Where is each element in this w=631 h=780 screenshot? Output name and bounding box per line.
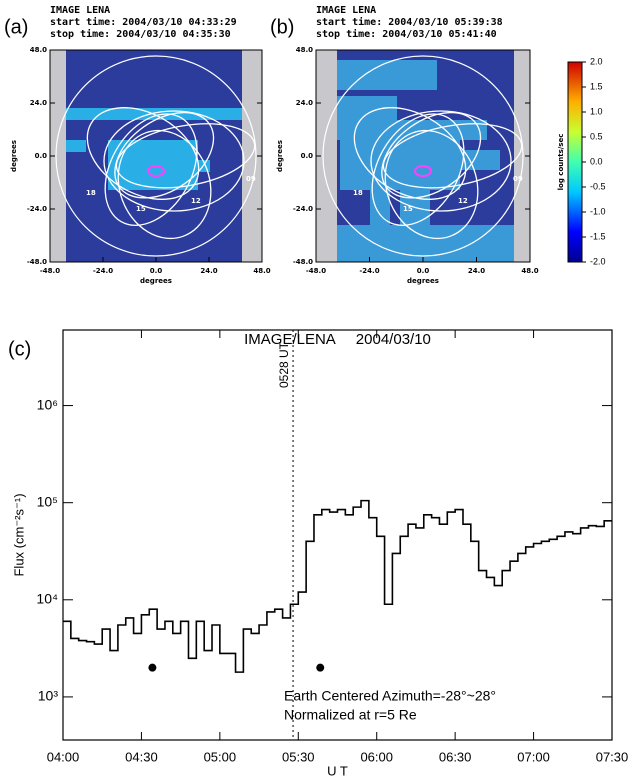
image-subtitle: stop time: 2004/03/10 04:35:30 — [50, 28, 231, 40]
y-tick-label: 24.0 — [30, 99, 47, 107]
orbits — [86, 107, 256, 240]
image-title: IMAGE LENA — [50, 5, 110, 16]
x-tick-label: 48.0 — [521, 267, 538, 275]
y-tick-label: 10³ — [38, 688, 59, 704]
x-tick-label: 04:00 — [47, 749, 80, 764]
flux-block — [120, 178, 190, 186]
annotation: Earth Centered Azimuth=-28°~28° — [284, 688, 496, 704]
x-tick-label: 06:00 — [360, 749, 393, 764]
y-axis-label: degrees — [276, 140, 284, 172]
field-line — [115, 123, 256, 189]
colorbar — [567, 61, 583, 263]
y-tick-label: 10⁶ — [37, 396, 58, 412]
y-tick-label: -48.0 — [293, 258, 313, 266]
orbit-label: 12 — [191, 197, 201, 205]
y-tick-label: 10⁵ — [37, 493, 58, 509]
colorbar-tick-label: 0.5 — [590, 131, 603, 141]
orbit-label: 15 — [136, 205, 146, 213]
x-tick-label: -24.0 — [93, 267, 113, 275]
orbit-label: 15 — [403, 205, 413, 213]
y-tick-label: 0.0 — [301, 152, 314, 160]
x-tick-label: 24.0 — [468, 267, 485, 275]
x-tick-label: 0.0 — [417, 267, 430, 275]
orbit-label: 18 — [86, 189, 96, 197]
x-tick-label: 07:00 — [517, 749, 550, 764]
orbit-label: 09 — [246, 175, 256, 183]
x-tick-label: -48.0 — [306, 267, 326, 275]
x-tick-label: 07:30 — [596, 749, 629, 764]
y-tick-label: -24.0 — [293, 205, 313, 213]
image-subtitle: start time: 2004/03/10 05:39:38 — [316, 16, 503, 28]
y-axis-label: degrees — [10, 140, 18, 172]
earth — [147, 165, 165, 177]
field-line — [103, 110, 245, 212]
y-tick-label: 0.0 — [35, 152, 48, 160]
plot-frame — [62, 329, 613, 741]
x-tick-label: 24.0 — [200, 267, 217, 275]
x-tick-label: -24.0 — [359, 267, 379, 275]
colorbar-tick-label: -1.0 — [590, 206, 606, 216]
x-tick-label: 0.0 — [150, 267, 163, 275]
panel-label: (c) — [8, 338, 31, 360]
colorbar-tick-label: -0.5 — [590, 181, 606, 191]
field-line — [371, 113, 465, 226]
field-line — [384, 129, 479, 240]
earth — [414, 165, 432, 177]
event-label: 0528 UT — [277, 341, 291, 388]
field-line — [353, 107, 467, 200]
image-title: IMAGE LENA — [316, 5, 376, 16]
x-tick-label: 05:00 — [204, 749, 237, 764]
field-line — [86, 107, 200, 200]
field-line — [117, 129, 212, 240]
panel-label: (b) — [270, 16, 294, 38]
flux-block — [66, 140, 86, 152]
x-tick-label: 06:30 — [439, 749, 472, 764]
image-subtitle: start time: 2004/03/10 04:33:29 — [50, 16, 237, 28]
orbits — [353, 107, 523, 240]
x-tick-label: 48.0 — [253, 267, 270, 275]
fov-mask — [316, 50, 337, 262]
y-tick-label: 24.0 — [296, 99, 313, 107]
annotation: Normalized at r=5 Re — [284, 707, 417, 723]
x-tick-label: 05:30 — [282, 749, 315, 764]
orbit-label: 12 — [458, 197, 468, 205]
earth-limb — [322, 55, 524, 257]
colorbar-label: log counts/sec — [557, 134, 565, 191]
orbit-label: 18 — [353, 189, 363, 197]
y-tick-label: 48.0 — [296, 46, 313, 54]
y-tick-label: -48.0 — [27, 258, 47, 266]
image-subtitle: stop time: 2004/03/10 05:41:40 — [316, 28, 497, 40]
earth-limb — [55, 55, 257, 257]
colorbar-tick-label: 1.0 — [590, 106, 603, 116]
flux-block — [480, 230, 500, 260]
field-line — [104, 113, 198, 226]
x-axis-label: U T — [327, 763, 348, 778]
colorbar-tick-label: 0.0 — [590, 156, 603, 166]
time-marker — [316, 663, 325, 672]
y-axis-label: Flux (cm⁻²s⁻¹) — [11, 493, 26, 576]
time-marker — [148, 663, 157, 672]
y-tick-label: -24.0 — [27, 205, 47, 213]
colorbar-tick-label: 1.5 — [590, 81, 603, 91]
colorbar-tick-label: -1.5 — [590, 231, 606, 241]
x-axis-label: degrees — [407, 277, 439, 285]
x-tick-label: -48.0 — [40, 267, 60, 275]
x-tick-label: 04:30 — [125, 749, 158, 764]
y-tick-label: 48.0 — [30, 46, 47, 54]
chart-title: IMAGE/LENA 2004/03/10 — [244, 331, 431, 348]
panel-label: (a) — [4, 16, 28, 38]
colorbar-tick-label: -2.0 — [590, 256, 606, 266]
y-tick-label: 10⁴ — [36, 591, 58, 607]
x-axis-label: degrees — [140, 277, 172, 285]
flux-line — [63, 499, 612, 673]
flux-block — [337, 60, 437, 90]
colorbar-tick-label: 2.0 — [590, 56, 603, 66]
field-line — [382, 123, 523, 189]
orbit-label: 09 — [513, 175, 523, 183]
field-line — [370, 110, 512, 212]
